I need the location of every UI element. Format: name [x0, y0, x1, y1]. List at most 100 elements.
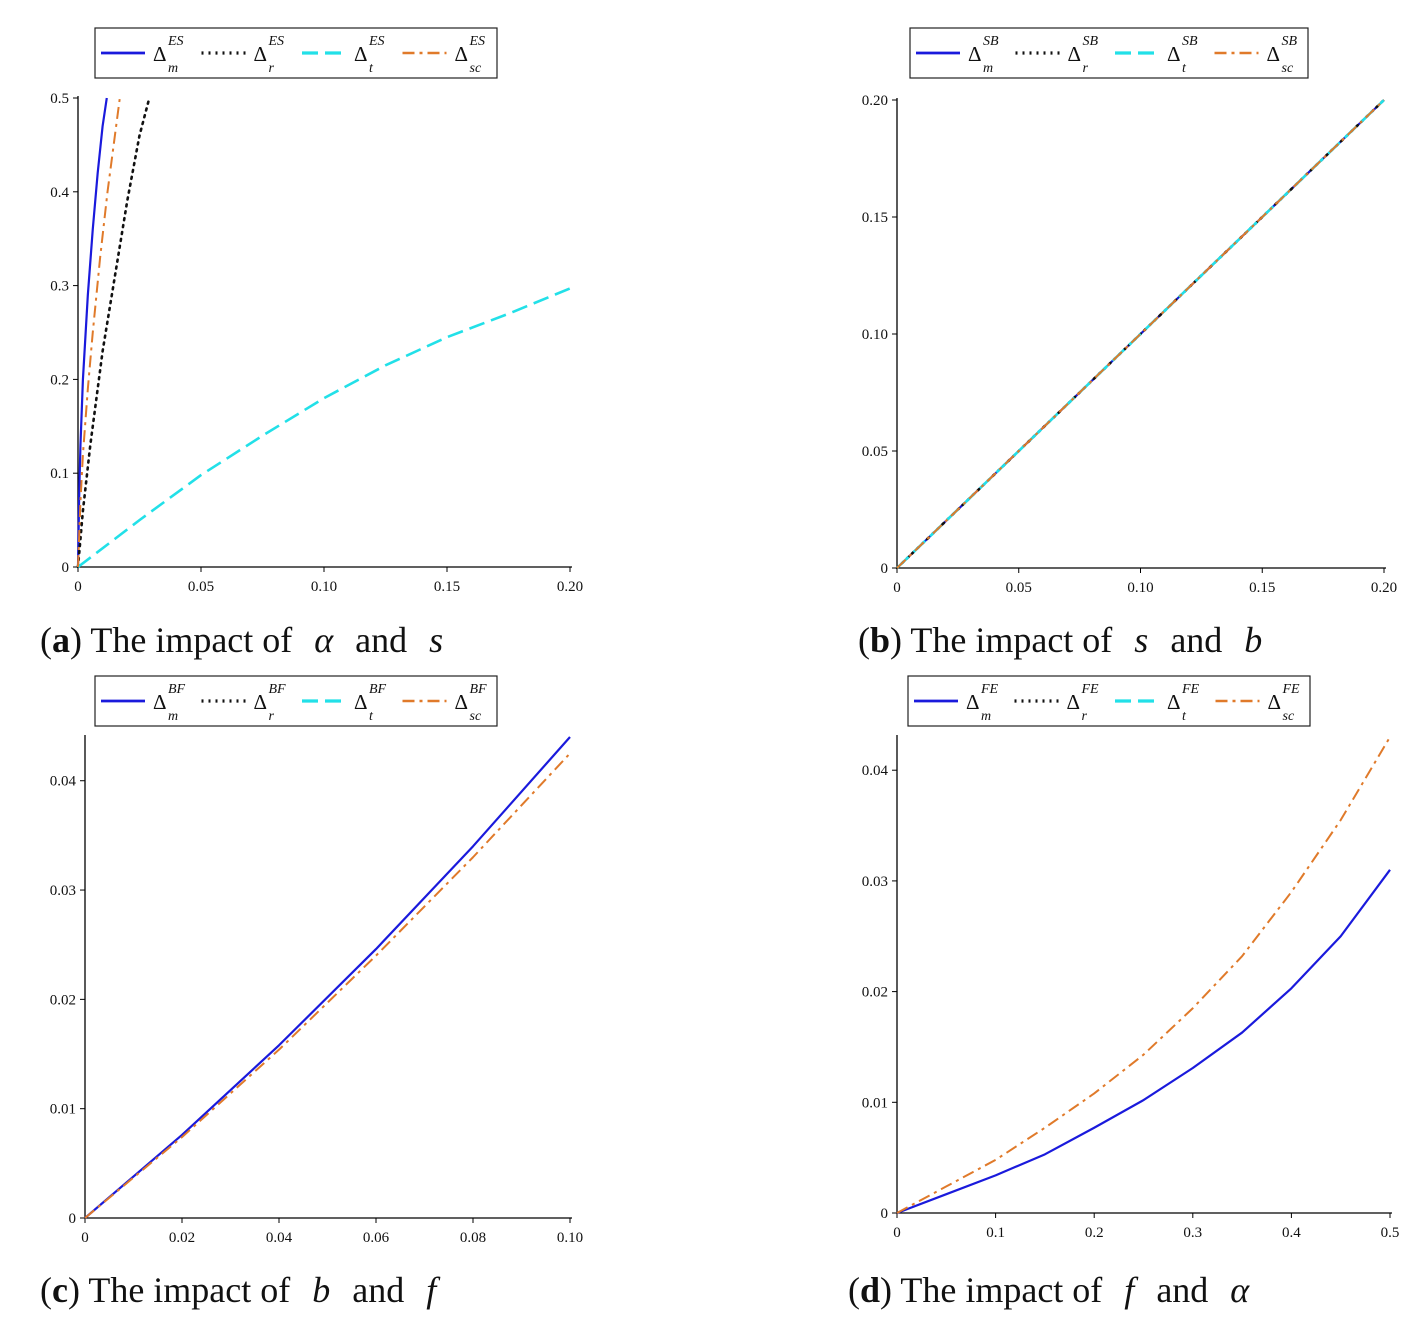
legend-subscript: r	[1082, 709, 1088, 724]
y-tick-label: 0	[881, 561, 889, 577]
caption-a: (a) The impact of α and s	[40, 620, 443, 660]
y-tick-label: 0.2	[50, 372, 69, 388]
y-tick-label: 0.02	[862, 985, 888, 1001]
series-line-sc	[84, 752, 571, 1219]
legend-superscript: BF	[369, 682, 387, 697]
x-tick-label: 0.1	[986, 1225, 1005, 1241]
x-tick-label: 0.10	[557, 1230, 583, 1246]
x-tick-label: 0.08	[460, 1230, 486, 1246]
legend-subscript: r	[269, 709, 275, 724]
legend-subscript: t	[369, 709, 374, 724]
plot-c: 0 0.02 0.04 0.06 0.08 0.10 0 0.01 0.02 0.03 0.04	[50, 735, 583, 1246]
x-tick-label: 0.05	[1006, 580, 1032, 596]
legend-delta: Δ	[354, 690, 368, 714]
x-tick-label: 0.05	[188, 579, 214, 595]
series-line-sc	[77, 97, 121, 568]
caption-d: (d) The impact of f and α	[848, 1270, 1250, 1310]
legend-subscript: t	[1182, 709, 1187, 724]
x-tick-label: 0.20	[1371, 580, 1397, 596]
legend-delta: Δ	[153, 690, 167, 714]
y-tick-label: 0.04	[50, 774, 77, 790]
legend-delta: Δ	[968, 42, 982, 66]
x-tick-label: 0	[81, 1230, 89, 1246]
legend-subscript: m	[168, 709, 178, 724]
legend-delta: Δ	[966, 690, 980, 714]
legend-delta: Δ	[455, 42, 469, 66]
plot-a: 0 0.05 0.10 0.15 0.20 0 0.1 0.2 0.3 0.4 0.5	[50, 91, 583, 595]
series-line-m	[76, 97, 108, 568]
x-tick-label: 0.2	[1085, 1225, 1104, 1241]
y-tick-label: 0.20	[862, 93, 888, 109]
x-tick-label: 0.4	[1282, 1225, 1301, 1241]
x-tick-label: 0.5	[1381, 1225, 1400, 1241]
y-tick-label: 0.3	[50, 279, 69, 295]
legend-subscript: m	[168, 61, 178, 76]
legend-delta: Δ	[354, 42, 368, 66]
series-line-sc	[896, 736, 1391, 1214]
legend-superscript: FE	[1081, 682, 1100, 697]
legend-superscript: SB	[1182, 34, 1198, 49]
x-tick-label: 0.02	[169, 1230, 195, 1246]
legend-superscript: SB	[1083, 34, 1099, 49]
series-line-m	[84, 736, 571, 1219]
y-tick-label: 0	[62, 560, 70, 576]
plot-d: 0 0.1 0.2 0.3 0.4 0.5 0 0.01 0.02 0.03 0.04	[862, 735, 1400, 1241]
legend-superscript: ES	[368, 34, 385, 49]
legend-superscript: BF	[269, 682, 287, 697]
legend-subscript: sc	[1282, 61, 1294, 76]
y-tick-label: 0	[881, 1206, 889, 1222]
legend-subscript: t	[369, 61, 374, 76]
series-line-t	[77, 287, 571, 569]
plot-b: 0 0.05 0.10 0.15 0.20 0 0.05 0.10 0.15 0.20	[862, 93, 1397, 596]
legend-superscript: FE	[980, 682, 999, 697]
y-tick-label: 0.15	[862, 210, 888, 226]
x-tick-label: 0.15	[1249, 580, 1275, 596]
legend-delta: Δ	[1067, 690, 1081, 714]
legend-superscript: SB	[1282, 34, 1298, 49]
legend-superscript: FE	[1282, 682, 1301, 697]
legend-subscript: m	[981, 709, 991, 724]
y-tick-label: 0.04	[862, 763, 889, 779]
y-tick-label: 0.05	[862, 444, 888, 460]
legend-subscript: sc	[1283, 709, 1295, 724]
legend-subscript: t	[1182, 61, 1187, 76]
legend-subscript: sc	[470, 61, 482, 76]
legend-delta: Δ	[153, 42, 167, 66]
caption-b: (b) The impact of s and b	[858, 620, 1262, 660]
legend-superscript: FE	[1181, 682, 1200, 697]
legend-delta: Δ	[1068, 42, 1082, 66]
x-tick-label: 0	[893, 580, 901, 596]
y-tick-label: 0.10	[862, 327, 888, 343]
legend-delta: Δ	[254, 690, 268, 714]
x-tick-label: 0.04	[266, 1230, 293, 1246]
x-tick-label: 0.06	[363, 1230, 390, 1246]
x-tick-label: 0.15	[434, 579, 460, 595]
legend-superscript: ES	[167, 34, 184, 49]
y-tick-label: 0.5	[50, 91, 69, 107]
legend-subscript: sc	[470, 709, 482, 724]
legend-delta: Δ	[1267, 42, 1281, 66]
legend-subscript: r	[1083, 61, 1089, 76]
x-tick-label: 0	[74, 579, 82, 595]
x-tick-label: 0.20	[557, 579, 583, 595]
y-tick-label: 0.02	[50, 992, 76, 1008]
legend-superscript: ES	[268, 34, 285, 49]
legend-subscript: r	[269, 61, 275, 76]
legend-superscript: BF	[470, 682, 488, 697]
x-tick-label: 0	[893, 1225, 901, 1241]
y-tick-label: 0.03	[862, 874, 888, 890]
y-tick-label: 0.03	[50, 883, 76, 899]
legend-superscript: SB	[983, 34, 999, 49]
legend-superscript: ES	[469, 34, 486, 49]
y-tick-label: 0.01	[862, 1095, 888, 1111]
x-tick-label: 0.10	[1127, 580, 1153, 596]
y-tick-label: 0.4	[50, 185, 69, 201]
legend-subscript: m	[983, 61, 993, 76]
